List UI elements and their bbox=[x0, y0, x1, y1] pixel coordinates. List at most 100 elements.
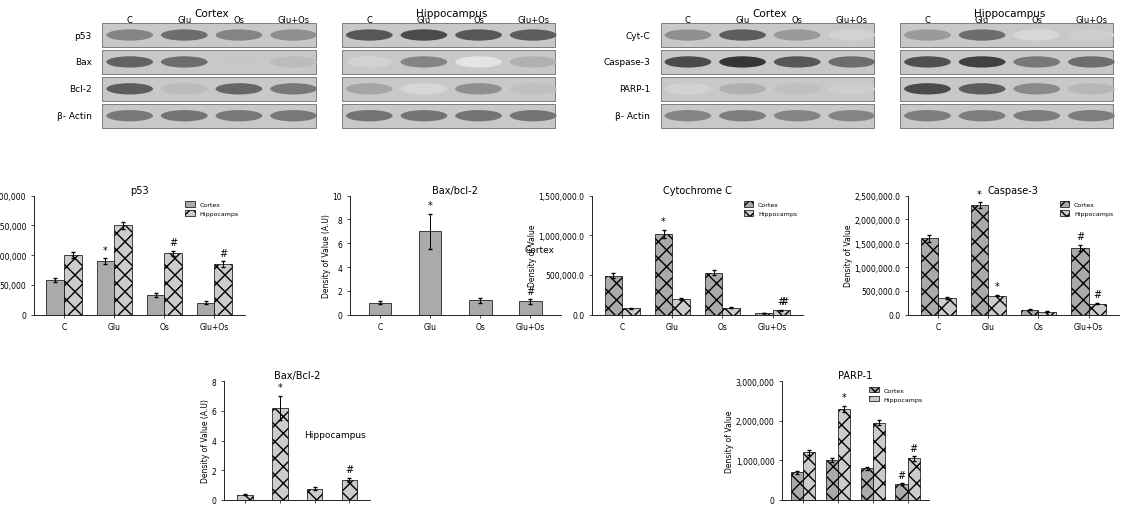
Bar bbox=[773, 311, 790, 315]
Ellipse shape bbox=[400, 57, 447, 69]
Text: C: C bbox=[924, 16, 930, 25]
Bar bbox=[838, 409, 850, 500]
Text: Glu: Glu bbox=[417, 16, 431, 25]
Ellipse shape bbox=[106, 84, 153, 95]
Title: Bax/Bcl-2: Bax/Bcl-2 bbox=[273, 371, 321, 381]
Bar bbox=[661, 51, 873, 75]
Ellipse shape bbox=[664, 57, 711, 69]
Bar bbox=[1071, 248, 1088, 315]
Ellipse shape bbox=[400, 111, 447, 122]
Text: Hippocampus: Hippocampus bbox=[416, 9, 487, 19]
Text: Glu+Os: Glu+Os bbox=[1076, 16, 1107, 25]
Bar bbox=[803, 452, 816, 500]
Ellipse shape bbox=[1068, 30, 1114, 41]
Text: β- Actin: β- Actin bbox=[56, 112, 92, 121]
Ellipse shape bbox=[106, 57, 153, 69]
Bar bbox=[103, 78, 315, 102]
Text: *: * bbox=[277, 383, 282, 392]
Bar bbox=[237, 495, 253, 500]
Text: #: # bbox=[346, 464, 354, 474]
Text: #: # bbox=[897, 470, 905, 480]
Text: *: * bbox=[842, 392, 846, 402]
Ellipse shape bbox=[1068, 111, 1114, 122]
Bar bbox=[705, 273, 722, 315]
Title: Bax/bcl-2: Bax/bcl-2 bbox=[433, 185, 478, 195]
Bar bbox=[368, 303, 391, 315]
Ellipse shape bbox=[1014, 57, 1060, 69]
Bar bbox=[623, 309, 640, 315]
Bar bbox=[103, 24, 315, 48]
Ellipse shape bbox=[346, 111, 392, 122]
Bar bbox=[114, 226, 132, 315]
Ellipse shape bbox=[400, 84, 447, 95]
Ellipse shape bbox=[216, 57, 262, 69]
Text: #: # bbox=[1076, 232, 1084, 241]
Ellipse shape bbox=[270, 57, 316, 69]
Ellipse shape bbox=[1014, 111, 1060, 122]
Ellipse shape bbox=[664, 111, 711, 122]
Text: #: # bbox=[219, 248, 227, 258]
Text: Cortex: Cortex bbox=[194, 9, 229, 19]
Title: PARP-1: PARP-1 bbox=[838, 371, 872, 381]
Bar bbox=[469, 300, 492, 315]
Ellipse shape bbox=[510, 57, 557, 69]
Ellipse shape bbox=[106, 30, 153, 41]
Ellipse shape bbox=[719, 111, 766, 122]
Bar bbox=[164, 254, 182, 315]
Text: Bax: Bax bbox=[75, 58, 92, 67]
Ellipse shape bbox=[510, 84, 557, 95]
Ellipse shape bbox=[510, 111, 557, 122]
Ellipse shape bbox=[346, 57, 392, 69]
Ellipse shape bbox=[719, 30, 766, 41]
Bar bbox=[661, 24, 873, 48]
Ellipse shape bbox=[455, 57, 502, 69]
Text: Glu+Os: Glu+Os bbox=[836, 16, 868, 25]
Ellipse shape bbox=[216, 111, 262, 122]
Title: p53: p53 bbox=[130, 185, 148, 195]
Ellipse shape bbox=[774, 111, 820, 122]
Bar bbox=[989, 296, 1006, 315]
Text: Cortex: Cortex bbox=[753, 9, 788, 19]
Ellipse shape bbox=[1068, 84, 1114, 95]
Bar bbox=[147, 295, 164, 315]
Ellipse shape bbox=[270, 30, 316, 41]
Title: Caspase-3: Caspase-3 bbox=[988, 185, 1038, 195]
Bar bbox=[661, 105, 873, 128]
Legend: Cortex, Hippocamps: Cortex, Hippocamps bbox=[741, 199, 800, 219]
Bar bbox=[419, 232, 442, 315]
Bar bbox=[901, 24, 1113, 48]
Bar bbox=[672, 299, 690, 315]
Ellipse shape bbox=[904, 57, 950, 69]
Y-axis label: Density of Value: Density of Value bbox=[725, 410, 734, 472]
Bar bbox=[1088, 304, 1106, 315]
Text: Cyt-C: Cyt-C bbox=[625, 31, 650, 40]
Ellipse shape bbox=[719, 57, 766, 69]
Text: Hippocampus: Hippocampus bbox=[974, 9, 1045, 19]
Ellipse shape bbox=[1014, 84, 1060, 95]
Text: *: * bbox=[977, 189, 982, 199]
Legend: Cortex, Hippocamps: Cortex, Hippocamps bbox=[867, 384, 925, 405]
Bar bbox=[861, 468, 872, 500]
Bar bbox=[605, 276, 623, 315]
Text: Glu+Os: Glu+Os bbox=[518, 16, 549, 25]
Bar bbox=[895, 484, 907, 500]
Y-axis label: Density of Value (A.U): Density of Value (A.U) bbox=[322, 214, 331, 297]
Bar bbox=[215, 265, 232, 315]
Ellipse shape bbox=[904, 111, 950, 122]
Text: Os: Os bbox=[473, 16, 484, 25]
Bar bbox=[661, 78, 873, 102]
Ellipse shape bbox=[510, 30, 557, 41]
Ellipse shape bbox=[270, 111, 316, 122]
Legend: Cortex, Hippocamps: Cortex, Hippocamps bbox=[183, 199, 242, 219]
Bar bbox=[907, 459, 920, 500]
Text: *: * bbox=[994, 281, 999, 291]
Text: C: C bbox=[685, 16, 690, 25]
Text: #: # bbox=[910, 443, 918, 452]
Bar bbox=[1020, 310, 1038, 315]
Text: Os: Os bbox=[792, 16, 802, 25]
Ellipse shape bbox=[160, 57, 208, 69]
Bar bbox=[722, 308, 740, 315]
Text: #: # bbox=[1094, 290, 1102, 300]
Bar bbox=[791, 472, 803, 500]
Bar bbox=[1038, 312, 1057, 315]
